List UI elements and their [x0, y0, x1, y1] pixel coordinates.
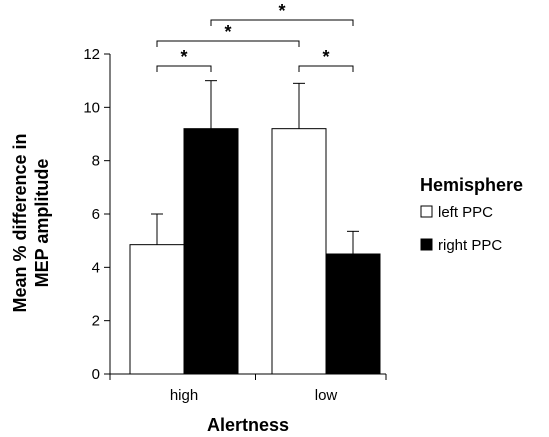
y-axis-title-line1: Mean % difference in — [10, 133, 30, 312]
legend-swatch-right-ppc — [420, 238, 433, 251]
bar-right-ppc-low — [325, 253, 381, 375]
significance-bracket-right-ppc — [210, 19, 354, 26]
y-axis-title-line2: MEP amplitude — [32, 159, 52, 288]
significance-bracket-right-ppc-label: * — [278, 1, 285, 21]
y-tick-label: 4 — [92, 259, 100, 276]
significance-bracket-high-label: * — [180, 47, 187, 67]
y-tick-label: 10 — [83, 99, 100, 116]
significance-bracket-high — [156, 65, 212, 72]
significance-bracket-left-ppc-label: * — [224, 22, 231, 42]
significance-bracket-left-ppc — [156, 40, 300, 47]
bar-right-ppc-high — [183, 128, 239, 375]
x-tick-label-high: high — [170, 387, 198, 404]
plot-area: 0 2 4 6 8 10 12 high low * * * * — [83, 1, 387, 404]
bar-left-ppc-high — [129, 244, 185, 375]
y-tick-label: 0 — [92, 366, 100, 383]
y-tick-label: 12 — [83, 46, 100, 63]
significance-bracket-low — [298, 65, 354, 72]
legend-label-left-ppc: left PPC — [438, 204, 493, 221]
x-axis-title: Alertness — [207, 415, 289, 435]
y-tick-label: 6 — [92, 206, 100, 223]
legend-title: Hemisphere — [420, 175, 523, 195]
legend: Hemisphere left PPC right PPC — [420, 175, 523, 254]
significance-bracket-low-label: * — [322, 47, 329, 67]
y-tick-label: 2 — [92, 313, 100, 330]
legend-label-right-ppc: right PPC — [438, 237, 502, 254]
y-tick-label: 8 — [92, 153, 100, 170]
x-tick-label-low: low — [315, 387, 338, 404]
legend-swatch-left-ppc — [420, 205, 433, 218]
bar-left-ppc-low — [271, 128, 327, 375]
